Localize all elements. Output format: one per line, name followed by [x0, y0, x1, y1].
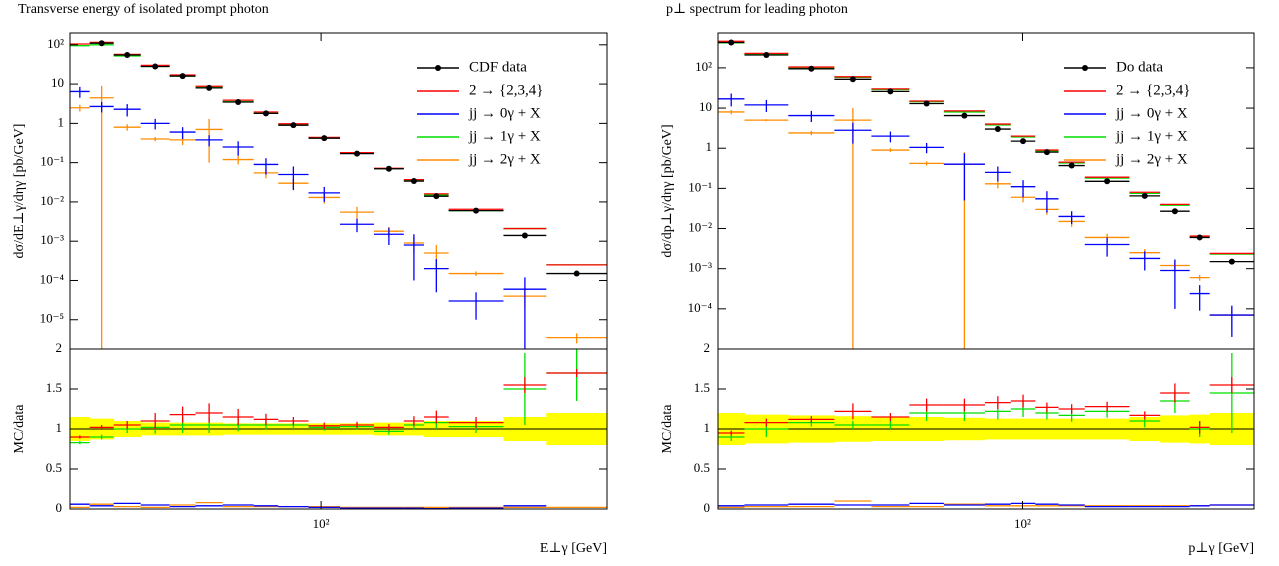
data-point [290, 122, 297, 129]
y-tick-label: 10⁻⁴ [40, 271, 65, 286]
data-point [521, 232, 528, 239]
plot-area [70, 40, 607, 349]
plot-area [70, 349, 607, 509]
y-axis-label: dσ/dp⊥γ/dηγ [pb/GeV] [660, 124, 675, 257]
data-point [808, 65, 815, 72]
plot-frame [69, 32, 608, 350]
y-tick-label: 10⁻³ [688, 260, 712, 275]
data-point [1043, 149, 1050, 156]
x-axis-label: E⊥γ [GeV] [540, 541, 607, 556]
legend-label: jj → 1γ + X [1115, 128, 1188, 144]
data-point [849, 76, 856, 83]
data-point [763, 51, 770, 58]
plot-frame [717, 32, 1255, 350]
legend-label: jj → 0γ + X [1115, 105, 1188, 121]
chart-title: Transverse energy of isolated prompt pho… [18, 2, 269, 17]
y-tick-label: 10² [695, 59, 712, 74]
y-tick-label: 1 [56, 420, 63, 435]
data-point [98, 40, 105, 47]
data-point [410, 178, 417, 185]
legend-label: jj → 2γ + X [468, 151, 541, 167]
data-point [1020, 138, 1027, 145]
plot-frame [69, 348, 608, 510]
legend-label: jj → 0γ + X [468, 105, 541, 121]
plot-area [718, 353, 1254, 509]
y-tick-label: 10 [699, 99, 712, 114]
legend-label: jj → 2γ + X [1115, 151, 1188, 167]
y-tick-label: 10⁻² [40, 193, 64, 208]
data-point [887, 88, 894, 95]
data-point [179, 73, 186, 80]
data-point [433, 193, 440, 200]
data-point [385, 165, 392, 172]
data-point [573, 270, 580, 277]
y-axis-label: MC/data [660, 404, 675, 454]
data-point [923, 100, 930, 107]
y-tick-label: 10⁻² [688, 220, 712, 235]
data-point [152, 63, 159, 70]
y-tick-label: 10⁻¹ [688, 179, 712, 194]
chart-title: p⊥ spectrum for leading photon [666, 2, 848, 17]
data-point [235, 99, 242, 106]
legend-label: 2 → {2,3,4} [469, 82, 543, 98]
legend-label: Do data [1116, 59, 1163, 75]
y-tick-label: 2 [56, 340, 63, 355]
data-point [1228, 258, 1235, 265]
data-point [1104, 178, 1111, 185]
y-axis-label: MC/data [12, 404, 27, 454]
y-tick-label: 0 [704, 500, 711, 515]
legend-label: 2 → {2,3,4} [1116, 82, 1190, 98]
plot-area [718, 39, 1254, 349]
legend-label: jj → 1γ + X [468, 128, 541, 144]
plot-frame [717, 348, 1255, 510]
y-tick-label: 1.5 [46, 380, 62, 395]
data-point [354, 150, 361, 157]
y-tick-label: 10² [47, 36, 64, 51]
data-point [206, 84, 213, 91]
x-tick-label: 10² [1014, 516, 1031, 531]
data-point [1141, 192, 1148, 199]
data-point [728, 39, 735, 46]
data-point [1171, 208, 1178, 215]
y-tick-label: 1 [704, 420, 711, 435]
y-tick-label: 1.5 [694, 380, 710, 395]
y-tick-label: 1 [58, 114, 65, 129]
x-axis-label: p⊥γ [GeV] [1188, 541, 1254, 556]
data-point [961, 112, 968, 119]
x-tick-label: 10² [313, 516, 330, 531]
legend-marker [1082, 65, 1088, 71]
y-tick-label: 10⁻⁴ [688, 300, 713, 315]
y-tick-label: 10 [51, 75, 64, 90]
data-point [321, 135, 328, 142]
data-point [473, 207, 480, 214]
data-point [1068, 162, 1075, 169]
y-tick-label: 1 [706, 139, 713, 154]
data-point [262, 110, 269, 117]
data-point [124, 52, 131, 59]
y-tick-label: 10⁻¹ [40, 154, 64, 169]
y-axis-label: dσ/dE⊥γ/dηγ [pb/GeV] [12, 124, 27, 259]
data-point [994, 126, 1001, 133]
y-tick-label: 0.5 [46, 460, 62, 475]
y-tick-label: 10⁻³ [40, 232, 64, 247]
y-tick-label: 0 [56, 500, 63, 515]
y-tick-label: 10⁻⁵ [40, 311, 64, 326]
data-point [1196, 234, 1203, 241]
legend-marker [435, 65, 441, 71]
y-tick-label: 2 [704, 340, 711, 355]
y-tick-label: 0.5 [694, 460, 710, 475]
legend-label: CDF data [469, 59, 527, 75]
